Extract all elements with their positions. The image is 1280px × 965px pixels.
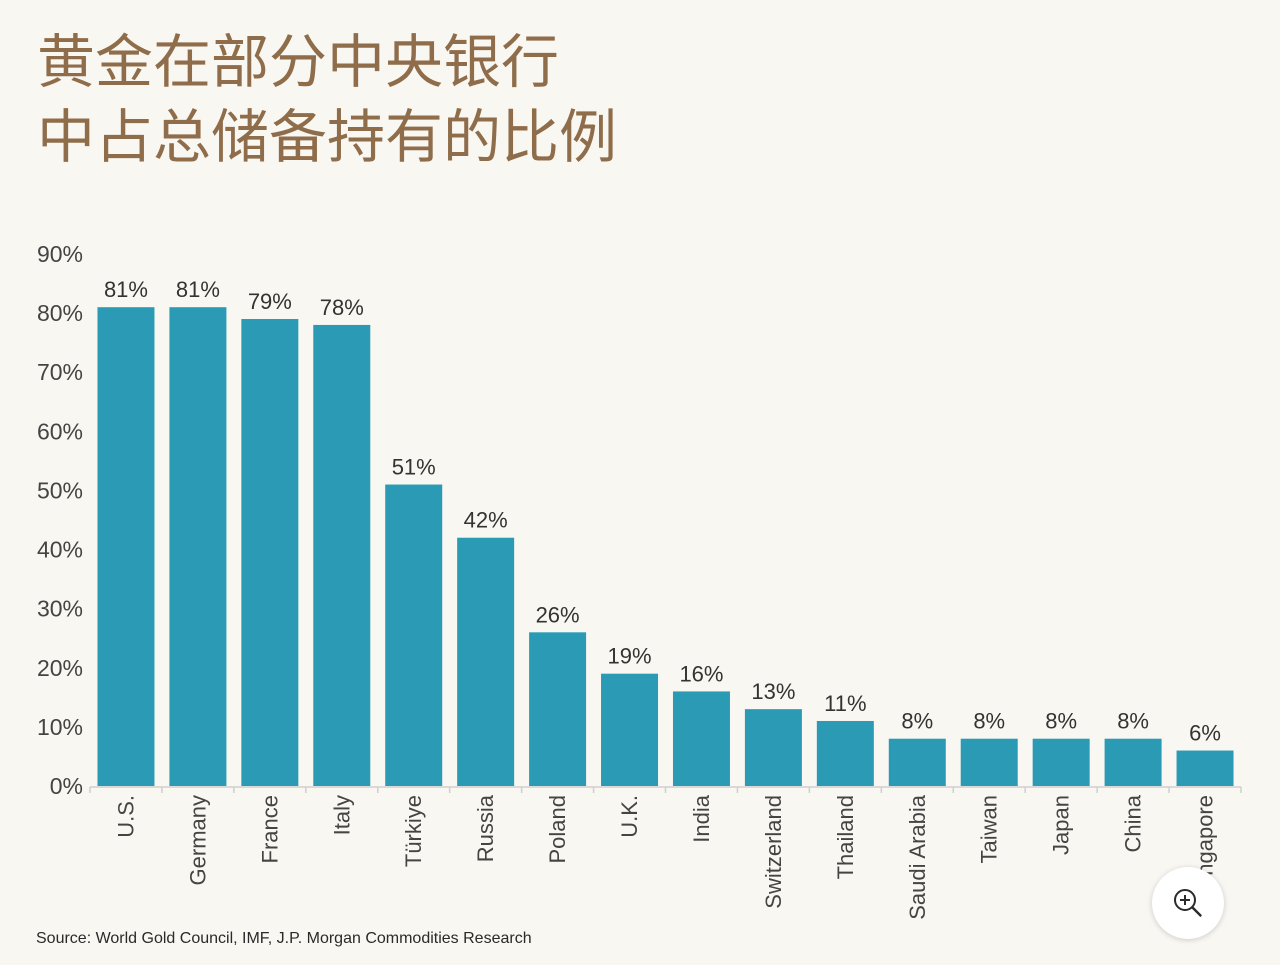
x-tick-label-india: India	[689, 794, 714, 842]
data-label-france: 79%	[248, 289, 292, 314]
bar-switzerland	[744, 709, 802, 786]
x-tick-label-thailand: Thailand	[833, 795, 858, 879]
data-label-turkiye: 51%	[392, 455, 436, 480]
y-tick-label-60: 60%	[37, 418, 83, 444]
bar-singapore	[1176, 750, 1234, 786]
bar-italy	[313, 324, 371, 786]
data-label-poland: 26%	[536, 602, 580, 627]
bar-poland	[529, 632, 587, 786]
x-tick-label-france: France	[257, 795, 282, 863]
chart-title-line-2: 中占总储备持有的比例	[37, 103, 618, 171]
data-label-taiwan: 8%	[973, 709, 1005, 734]
bar-japan	[1032, 738, 1090, 786]
data-label-saudi-arabia: 8%	[901, 709, 933, 734]
x-tick-label-japan: Japan	[1049, 795, 1074, 855]
bar-taiwan	[960, 738, 1018, 786]
source-note: Source: World Gold Council, IMF, J.P. Mo…	[36, 930, 532, 947]
data-label-japan: 8%	[1045, 709, 1077, 734]
bar-u-k	[601, 673, 659, 786]
bar-india	[672, 691, 730, 786]
x-tick-label-china: China	[1121, 794, 1146, 852]
y-tick-label-50: 50%	[37, 477, 83, 503]
y-tick-label-40: 40%	[37, 537, 83, 563]
bar-thailand	[816, 720, 874, 786]
chart-title: 黄金在部分中央银行 中占总储备持有的比例	[37, 25, 617, 175]
x-tick-label-germany: Germany	[185, 795, 210, 885]
data-label-india: 16%	[679, 661, 723, 686]
y-tick-label-90: 90%	[37, 241, 83, 267]
y-tick-label-30: 30%	[37, 596, 83, 622]
zoom-button[interactable]	[1152, 867, 1224, 939]
x-tick-label-turkiye: Türkiye	[401, 795, 426, 867]
x-tick-label-poland: Poland	[545, 795, 570, 864]
x-tick-label-saudi-arabia: Saudi Arabia	[905, 794, 930, 920]
bar-china	[1104, 738, 1162, 786]
bar-u-s	[97, 307, 155, 786]
data-label-singapore: 6%	[1189, 721, 1221, 746]
zoom-in-icon	[1174, 889, 1202, 917]
bar-saudi-arabia	[888, 738, 946, 786]
x-tick-label-u-s: U.S.	[113, 795, 138, 838]
x-tick-label-italy: Italy	[329, 795, 354, 835]
data-label-russia: 42%	[464, 508, 508, 533]
y-tick-label-0: 0%	[50, 773, 83, 799]
x-tick-label-russia: Russia	[473, 794, 498, 862]
data-label-germany: 81%	[176, 277, 220, 302]
bar-france	[241, 319, 299, 786]
x-tick-label-u-k: U.K.	[617, 795, 642, 838]
data-label-u-k: 19%	[608, 644, 652, 669]
x-tick-label-switzerland: Switzerland	[761, 795, 786, 909]
bar-russia	[457, 537, 515, 786]
data-label-switzerland: 13%	[751, 679, 795, 704]
x-tick-label-taiwan: Taiwan	[977, 795, 1002, 863]
bar-germany	[169, 307, 227, 786]
data-label-u-s: 81%	[104, 277, 148, 302]
chart-title-line-1: 黄金在部分中央银行	[37, 28, 560, 96]
y-tick-label-10: 10%	[37, 714, 83, 740]
y-tick-label-20: 20%	[37, 655, 83, 681]
data-label-italy: 78%	[320, 295, 364, 320]
y-tick-label-80: 80%	[37, 300, 83, 326]
data-label-china: 8%	[1117, 709, 1149, 734]
bar-turkiye	[385, 484, 443, 786]
y-tick-label-70: 70%	[37, 359, 83, 385]
data-label-thailand: 11%	[824, 691, 866, 716]
